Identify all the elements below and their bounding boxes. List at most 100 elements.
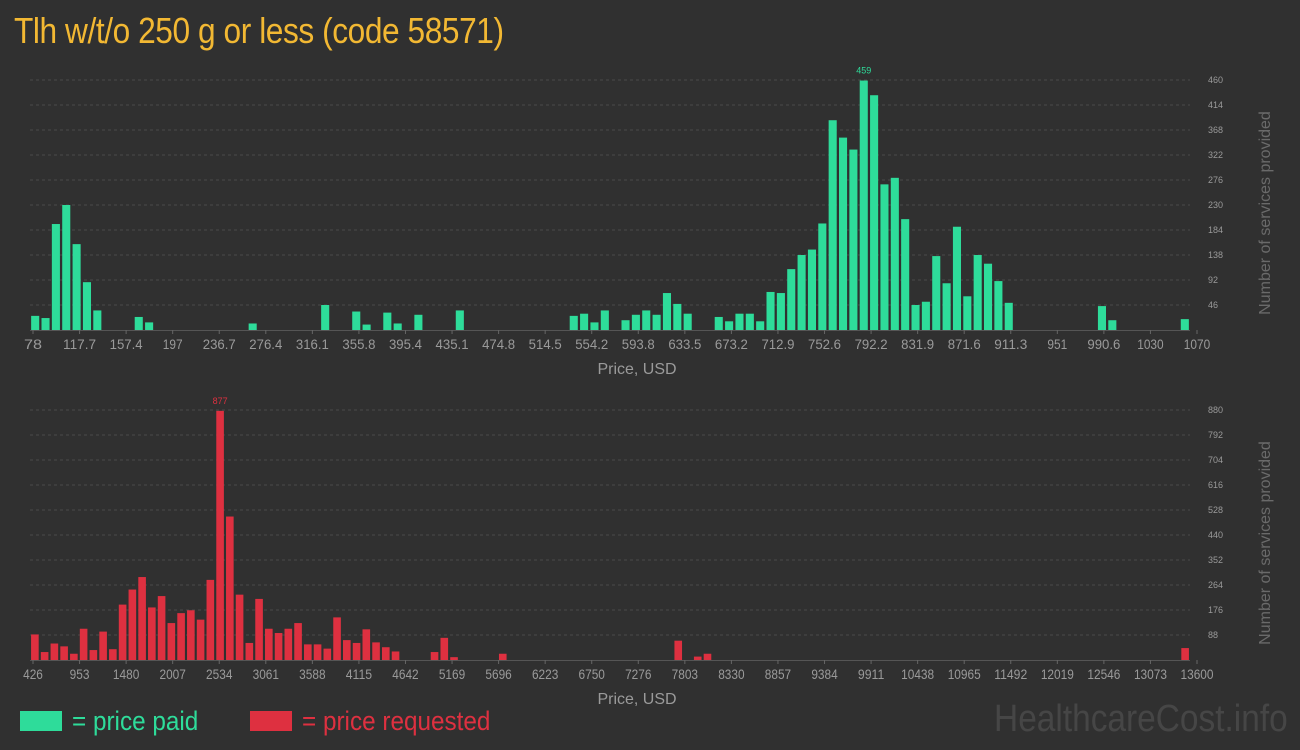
- bar: [70, 653, 78, 660]
- y-tick-label: 528: [1208, 505, 1223, 515]
- x-tick-label: 474.8: [482, 336, 515, 352]
- bar: [714, 316, 723, 330]
- x-tick-label: 673.2: [715, 336, 748, 352]
- x-tick-label: 951: [1047, 336, 1067, 352]
- bar: [450, 657, 458, 660]
- bar: [580, 313, 589, 330]
- bar: [352, 311, 361, 330]
- bar: [1181, 648, 1189, 660]
- legend-item-paid: = price paid: [20, 706, 212, 736]
- bar: [590, 322, 599, 330]
- bar: [631, 314, 640, 330]
- bar: [621, 320, 630, 330]
- bar: [890, 177, 899, 330]
- bar: [674, 640, 683, 660]
- bar: [41, 318, 50, 330]
- x-tick-label: 1030: [1137, 336, 1164, 352]
- y-tick-label: 460: [1208, 75, 1223, 85]
- legend-requested-label: = price requested: [302, 705, 491, 736]
- bar: [1097, 306, 1107, 330]
- y-tick-label: 92: [1208, 275, 1218, 285]
- bar: [756, 321, 765, 330]
- legend-item-requested: = price requested: [250, 706, 511, 736]
- bar: [206, 579, 215, 660]
- legend-paid-label: = price paid: [72, 705, 199, 736]
- x-tick-label: 514.5: [529, 336, 562, 352]
- bar: [391, 651, 400, 660]
- bar: [725, 321, 734, 330]
- bar: [381, 647, 390, 660]
- y-tick-label: 138: [1208, 250, 1223, 260]
- y-tick-label: 704: [1208, 455, 1223, 465]
- y-tick-label: 46: [1208, 300, 1218, 310]
- bar: [383, 312, 392, 330]
- bar: [1180, 319, 1189, 330]
- bar: [321, 305, 330, 330]
- y-tick-label: 368: [1208, 125, 1223, 135]
- bar: [693, 656, 702, 660]
- y-tick-label: 88: [1208, 630, 1218, 640]
- bar: [255, 598, 263, 660]
- x-tick-label: 157.4: [110, 336, 143, 352]
- x-tick-label: 316.1: [296, 336, 329, 352]
- bar: [498, 653, 507, 660]
- bar: [807, 249, 817, 330]
- y-tick-label: 276: [1208, 175, 1223, 185]
- x-tick-label: 78: [24, 336, 42, 352]
- x-tick-label: 554.2: [575, 336, 608, 352]
- x-tick-label: 8330: [718, 666, 745, 682]
- legend-requested-swatch: [250, 711, 292, 731]
- x-tick-label: 8857: [765, 666, 792, 682]
- bar: [51, 224, 60, 330]
- bar: [274, 633, 283, 660]
- bar: [128, 589, 137, 660]
- bar: [745, 313, 754, 330]
- bar: [600, 310, 609, 330]
- x-tick-label: 117.7: [63, 336, 96, 352]
- bar: [372, 642, 380, 660]
- bar: [157, 596, 166, 660]
- bar: [870, 95, 879, 330]
- bar: [440, 637, 449, 660]
- bar: [703, 653, 712, 660]
- bar: [569, 315, 578, 330]
- x-tick-label: 4115: [346, 666, 373, 682]
- bar: [313, 644, 322, 660]
- bar: [662, 293, 672, 330]
- bar: [333, 617, 341, 660]
- bar: [248, 323, 257, 330]
- y-tick-label: 264: [1208, 580, 1223, 590]
- bar: [1004, 302, 1013, 330]
- x-tick-label: 2007: [159, 666, 186, 682]
- y-tick-label: 230: [1208, 200, 1223, 210]
- x-tick-label: 911.3: [994, 336, 1027, 352]
- x-tick-label: 871.6: [948, 336, 981, 352]
- bar: [994, 281, 1003, 330]
- x-tick-label: 593.8: [622, 336, 655, 352]
- x-tick-label: 395.4: [389, 336, 422, 352]
- x-tick-label: 953: [70, 666, 90, 682]
- bar: [880, 184, 889, 330]
- legend-paid-swatch: [20, 711, 62, 731]
- x-tick-label: 426: [23, 666, 43, 682]
- x-tick-label: 6750: [579, 666, 606, 682]
- bar: [911, 305, 920, 330]
- bar: [683, 313, 692, 330]
- y-tick-label: 414: [1208, 100, 1223, 110]
- x-tick-label: 9384: [811, 666, 838, 682]
- bar: [828, 120, 837, 330]
- bar: [304, 644, 312, 660]
- bar: [849, 149, 858, 330]
- bar: [294, 623, 302, 660]
- y-tick-label: 792: [1208, 430, 1223, 440]
- bar: [93, 310, 102, 330]
- peak-data-label: 877: [213, 396, 228, 406]
- x-tick-label: 831.9: [901, 336, 934, 352]
- bar: [99, 631, 107, 660]
- bar: [973, 255, 982, 330]
- x-tick-label: 1070: [1184, 336, 1211, 352]
- x-tick-label: 5169: [439, 666, 466, 682]
- bar: [72, 244, 81, 330]
- bar: [118, 604, 127, 660]
- bar: [187, 610, 195, 660]
